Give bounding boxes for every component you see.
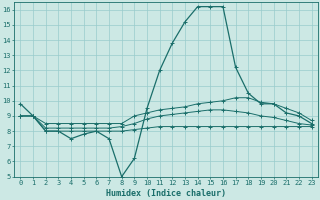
X-axis label: Humidex (Indice chaleur): Humidex (Indice chaleur) [106, 189, 226, 198]
